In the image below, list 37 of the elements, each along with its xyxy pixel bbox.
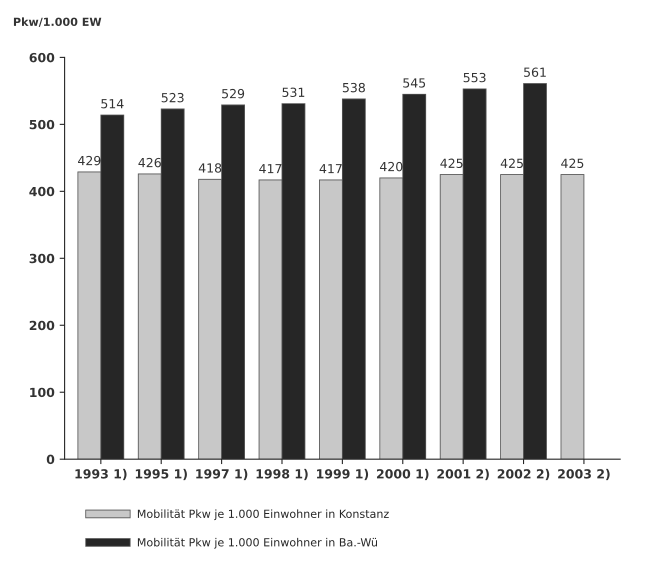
x-tick-label: 1993 1) <box>75 468 127 480</box>
data-label: 561 <box>524 67 546 77</box>
data-label: 420 <box>380 162 402 172</box>
y-tick-label: 500 <box>30 120 54 130</box>
y-tick-label: 400 <box>29 186 54 196</box>
data-label: 417 <box>259 164 282 174</box>
x-tick-label: 1997 1) <box>196 468 248 480</box>
y-tick-label: 0 <box>46 454 54 464</box>
bar <box>560 174 584 460</box>
data-label: 523 <box>162 92 184 102</box>
x-tick-label: 1998 1) <box>256 468 308 480</box>
y-tick-label: 300 <box>30 254 54 264</box>
x-tick-label: 2000 1) <box>376 468 428 480</box>
x-tick-label: 1999 1) <box>317 468 368 480</box>
legend-label: Mobilität Pkw je 1.000 Einwohner in Ba.-Wü <box>138 538 377 549</box>
data-label: 531 <box>282 88 304 98</box>
data-label: 425 <box>440 158 463 168</box>
y-tick-label: 200 <box>30 320 54 330</box>
data-label: 545 <box>403 78 426 88</box>
data-label: 417 <box>320 164 342 174</box>
x-tick-label: 2001 2) <box>437 468 489 480</box>
data-label: 425 <box>561 158 584 168</box>
data-label: 425 <box>500 158 523 168</box>
x-tick-label: 2002 2) <box>498 468 550 480</box>
data-label: 429 <box>78 156 100 166</box>
x-tick-label: 1995 1) <box>136 468 187 480</box>
data-label: 538 <box>342 82 365 92</box>
legend-label: Mobilität Pkw je 1.000 Einwohner in Konstanz <box>138 509 389 520</box>
y-tick-label: 600 <box>30 52 54 62</box>
data-label: 426 <box>138 158 161 168</box>
data-label: 553 <box>464 72 486 82</box>
y-axis-title: Pkw/1.000 EW <box>14 17 102 27</box>
x-tick-label: 2003 2) <box>558 468 610 480</box>
y-tick-label: 100 <box>30 388 54 398</box>
data-label: 418 <box>198 163 222 173</box>
data-label: 529 <box>222 88 244 98</box>
data-label: 514 <box>101 99 124 108</box>
